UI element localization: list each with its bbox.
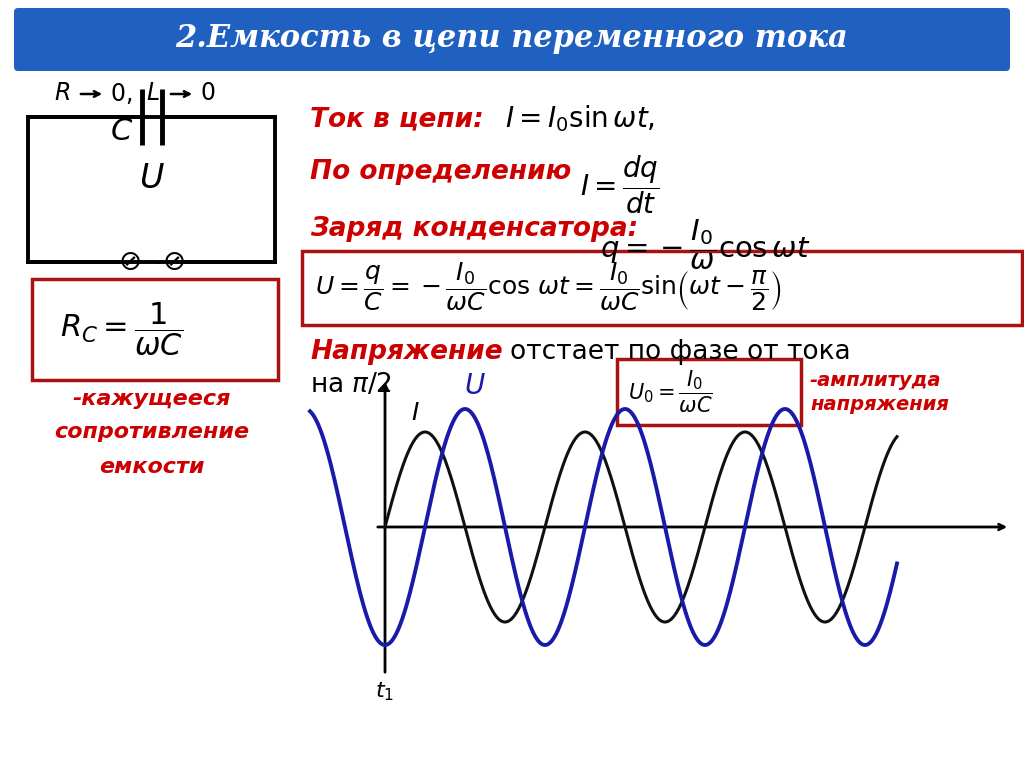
FancyBboxPatch shape [617,359,801,425]
Text: сопротивление: сопротивление [54,422,250,442]
FancyBboxPatch shape [14,8,1010,71]
Text: емкости: емкости [99,457,205,477]
Text: $q = -\dfrac{I_0}{\omega} \cos\omega t$: $q = -\dfrac{I_0}{\omega} \cos\omega t$ [600,218,810,272]
Text: $L$: $L$ [146,83,160,106]
Text: $C$: $C$ [110,117,133,147]
Text: $U = \dfrac{q}{C} = -\dfrac{I_0}{\omega C}\cos\,\omega t = \dfrac{I_0}{\omega C}: $U = \dfrac{q}{C} = -\dfrac{I_0}{\omega … [315,261,781,313]
Text: на $\pi/2$: на $\pi/2$ [310,372,392,398]
Text: $t$: $t$ [1022,515,1024,538]
Text: $\oslash$: $\oslash$ [162,249,184,275]
Text: $I = I_0 \sin \omega t,$: $I = I_0 \sin \omega t,$ [505,104,655,134]
Text: Напряжение: Напряжение [310,339,503,365]
Text: -кажущееся: -кажущееся [73,389,231,409]
Text: $U$: $U$ [138,163,165,196]
FancyBboxPatch shape [32,279,278,380]
Text: $I$: $I$ [411,403,420,426]
Text: $U$: $U$ [464,374,486,400]
Text: Ток в цепи:: Ток в цепи: [310,106,483,132]
Text: -амплитуда: -амплитуда [810,370,941,390]
Text: $I = \dfrac{dq}{dt}$: $I = \dfrac{dq}{dt}$ [580,153,659,216]
Text: $U_0 = \dfrac{I_0}{\omega C}$: $U_0 = \dfrac{I_0}{\omega C}$ [628,369,713,415]
Text: $R$: $R$ [54,83,70,106]
Text: По определению: По определению [310,159,571,185]
Text: отстает по фазе от тока: отстает по фазе от тока [510,339,851,365]
Text: $R_C = \dfrac{1}{\omega C}$: $R_C = \dfrac{1}{\omega C}$ [60,300,183,357]
Text: 2.Емкость в цепи переменного тока: 2.Емкость в цепи переменного тока [176,24,848,54]
Text: $\sim$: $\sim$ [139,251,164,274]
Text: напряжения: напряжения [810,394,949,413]
Text: $\oslash$: $\oslash$ [118,249,141,275]
FancyBboxPatch shape [302,251,1022,325]
Text: $0$: $0$ [200,83,215,106]
Text: $t_1$: $t_1$ [376,680,394,703]
Text: Заряд конденсатора:: Заряд конденсатора: [310,216,638,242]
Text: $0,$: $0,$ [110,81,132,107]
